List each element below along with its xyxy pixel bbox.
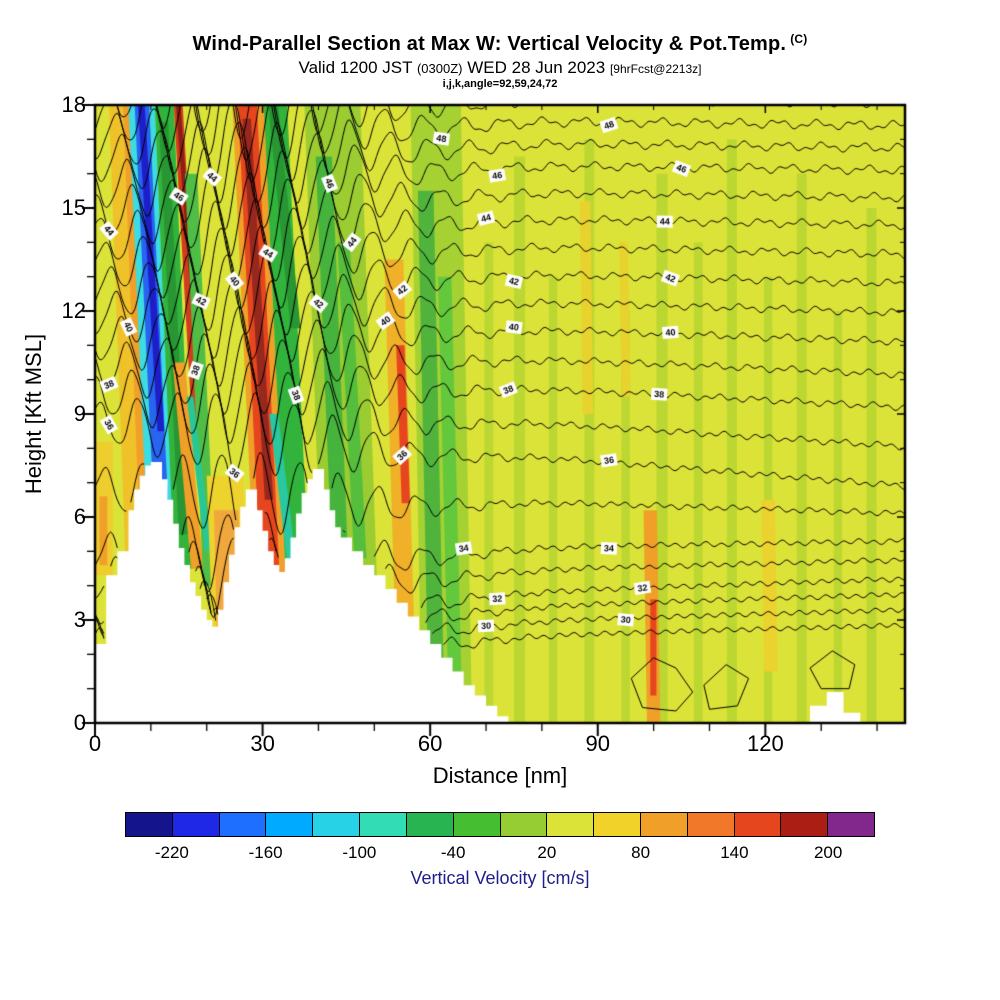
y-tick-label: 0 [73,710,86,735]
valid-time: Valid 1200 JST [298,58,413,77]
colorbar-cell [594,813,641,836]
colorbar-cell [687,813,735,836]
colorbar-tick-label: 140 [720,843,749,862]
x-tick-label: 90 [585,731,610,756]
x-tick-label: 0 [88,731,102,756]
colorbar-cell [547,813,595,836]
colorbar-tick-label: -220 [154,843,189,862]
colorbar-cell [313,813,361,836]
colorbar-cell [781,813,829,836]
y-tick-label: 9 [73,401,86,426]
colorbar-tick-label: -160 [248,843,283,862]
colorbar-cell [172,813,220,836]
colorbar-cell [219,813,267,836]
colorbar-cell [266,813,314,836]
y-tick-label: 12 [61,298,86,323]
chart-title: Wind-Parallel Section at Max W: Vertical… [0,32,1000,56]
y-tick-label: 6 [73,504,86,529]
colorbar-cell [734,813,782,836]
colorbar-cell [453,813,501,836]
colorbar-title: Vertical Velocity [cm/s] [410,868,590,888]
colorbar-cell [360,813,407,836]
colorbar-tick-label: -100 [342,843,377,862]
colorbar [125,812,875,837]
y-tick-label: 3 [73,607,86,632]
colorbar-cell [406,813,454,836]
x-tick-label: 120 [746,731,784,756]
colorbar-cell [640,813,688,836]
y-tick-label: 15 [61,195,86,220]
colorbar-tick-label: -40 [440,843,466,862]
chart-header: Wind-Parallel Section at Max W: Vertical… [0,0,1000,90]
colorbar-cell [126,813,173,836]
colorbar-tick-label: 200 [813,843,843,862]
colorbar-tick-label: 80 [631,843,651,862]
x-tick-label: 30 [250,731,275,756]
valid-date: WED 28 Jun 2023 [467,58,606,77]
grid-info: i,j,k,angle=92,59,24,72 [442,78,558,90]
x-tick-label: 60 [417,731,443,756]
colorbar-tick-label: 20 [537,843,557,862]
forecast-info: [9hrFcst@2213z] [609,62,702,76]
y-tick-label: 18 [61,92,86,117]
chart-title-text: Wind-Parallel Section at Max W: Vertical… [192,33,787,55]
colorbar-cell [828,813,874,836]
chart-title-unit: (C) [790,32,808,46]
valid-time-zulu: (0300Z) [416,61,463,76]
chart-subtitle: Valid 1200 JST (0300Z) WED 28 Jun 2023 [… [0,58,1000,78]
colorbar-cell [500,813,548,836]
x-axis-label: Distance [nm] [432,763,568,788]
